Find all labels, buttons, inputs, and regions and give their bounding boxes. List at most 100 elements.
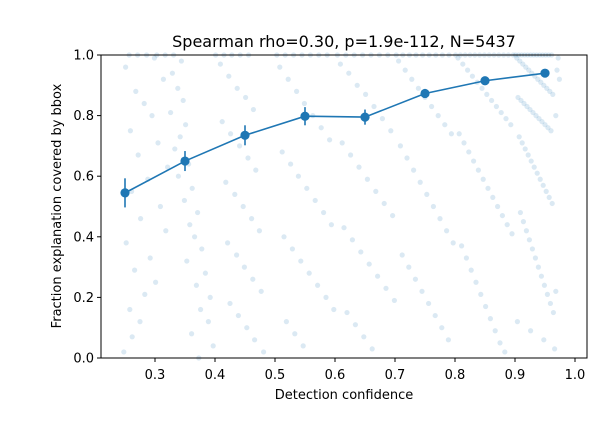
scatter-point [346,70,352,76]
scatter-point [554,67,560,73]
scatter-point [484,91,490,97]
scatter-point [349,237,355,243]
scatter-point [356,164,362,170]
scatter-point [404,155,410,161]
scatter-point [539,119,545,125]
scatter-point [419,288,425,294]
scatter-point [289,246,295,252]
scatter-point [429,103,435,110]
scatter-point [187,222,193,228]
scatter-point [514,319,521,325]
scatter-point [193,282,199,288]
x-tick-label: 0.6 [325,368,346,383]
scatter-point [388,128,394,134]
scatter-point [250,106,256,113]
scatter-point [147,255,153,261]
scatter-point [183,122,189,128]
scatter-point [323,294,329,300]
y-tick-label: 0.8 [73,109,94,124]
scatter-point [444,228,450,234]
scatter-point [508,122,514,128]
scatter-point [138,216,144,222]
scatter-point [205,319,211,325]
scatter-point [461,140,467,146]
scatter-point [445,337,451,343]
scatter-point [292,331,298,337]
x-tick-label: 0.4 [205,368,226,383]
scatter-point [468,267,474,273]
scatter-point [503,116,509,122]
scatter-point [225,240,231,246]
scatter-point [463,255,469,261]
scatter-point [455,55,461,61]
scatter-point [546,194,552,201]
scatter-point [348,152,354,158]
scatter-point [547,88,553,94]
scatter-point [490,194,496,201]
scatter-point [417,179,423,185]
scatter-point [195,209,201,216]
scatter-point [426,300,432,307]
scatter-point [237,143,243,149]
scatter-point [543,188,549,194]
scatter-point [137,319,143,325]
scatter-point [217,61,223,67]
scatter-point [375,273,381,279]
scatter-point [529,246,536,252]
scatter-point [261,349,267,355]
scatter-point [528,328,534,334]
scatter-point [151,55,157,61]
y-axis: 0.0 0.2 0.4 0.6 0.8 1.0 [73,49,101,367]
scatter-point [450,240,456,246]
scatter-point [361,334,367,340]
scatter-point [487,316,493,322]
scatter-point [141,100,147,107]
scatter-point [337,61,343,67]
scatter-point [540,182,546,188]
scatter-point [369,346,375,352]
scatter-point [318,125,324,131]
scatter-point [469,73,475,79]
scatter-point [553,113,559,119]
scatter-point [249,216,255,222]
scatter-point [352,322,358,328]
scatter-point [285,76,291,82]
scatter-point [168,109,174,116]
scatter-point [530,109,536,116]
scatter-point [509,231,515,237]
scatter-point [180,97,186,104]
scatter-point [526,67,532,73]
binned-mean-point [240,130,250,140]
binned-mean-point [540,68,550,78]
scatter-point [550,91,556,97]
scatter-point [300,343,306,349]
scatter-point [253,167,259,173]
scatter-point [175,85,181,91]
scatter-point [502,349,508,355]
scatter-point [202,270,208,276]
binned-mean-point [360,112,370,122]
scatter-point [243,94,249,101]
scatter-point [514,55,520,61]
binned-mean-point [300,111,310,121]
scatter-point [234,85,240,91]
scatter-point [504,222,510,228]
scatter-point [381,200,387,207]
scatter-point [363,91,369,97]
scatter-point [226,73,232,79]
scatter-point [553,288,559,294]
scatter-point [189,185,195,191]
scatter-point [493,103,499,110]
scatter-point [409,76,415,82]
x-tick-label: 0.5 [265,368,286,383]
x-axis: 0.3 0.4 0.5 0.6 0.7 0.8 0.9 1.0 [145,358,585,383]
scatter-point [411,167,417,173]
scatter-point [541,282,548,288]
scatter-point [235,312,241,319]
scatter-point [252,337,258,343]
y-tick-label: 0.2 [73,291,94,306]
scatter-point [245,155,251,161]
scatter-point [175,173,181,179]
binned-mean-point [420,88,430,99]
